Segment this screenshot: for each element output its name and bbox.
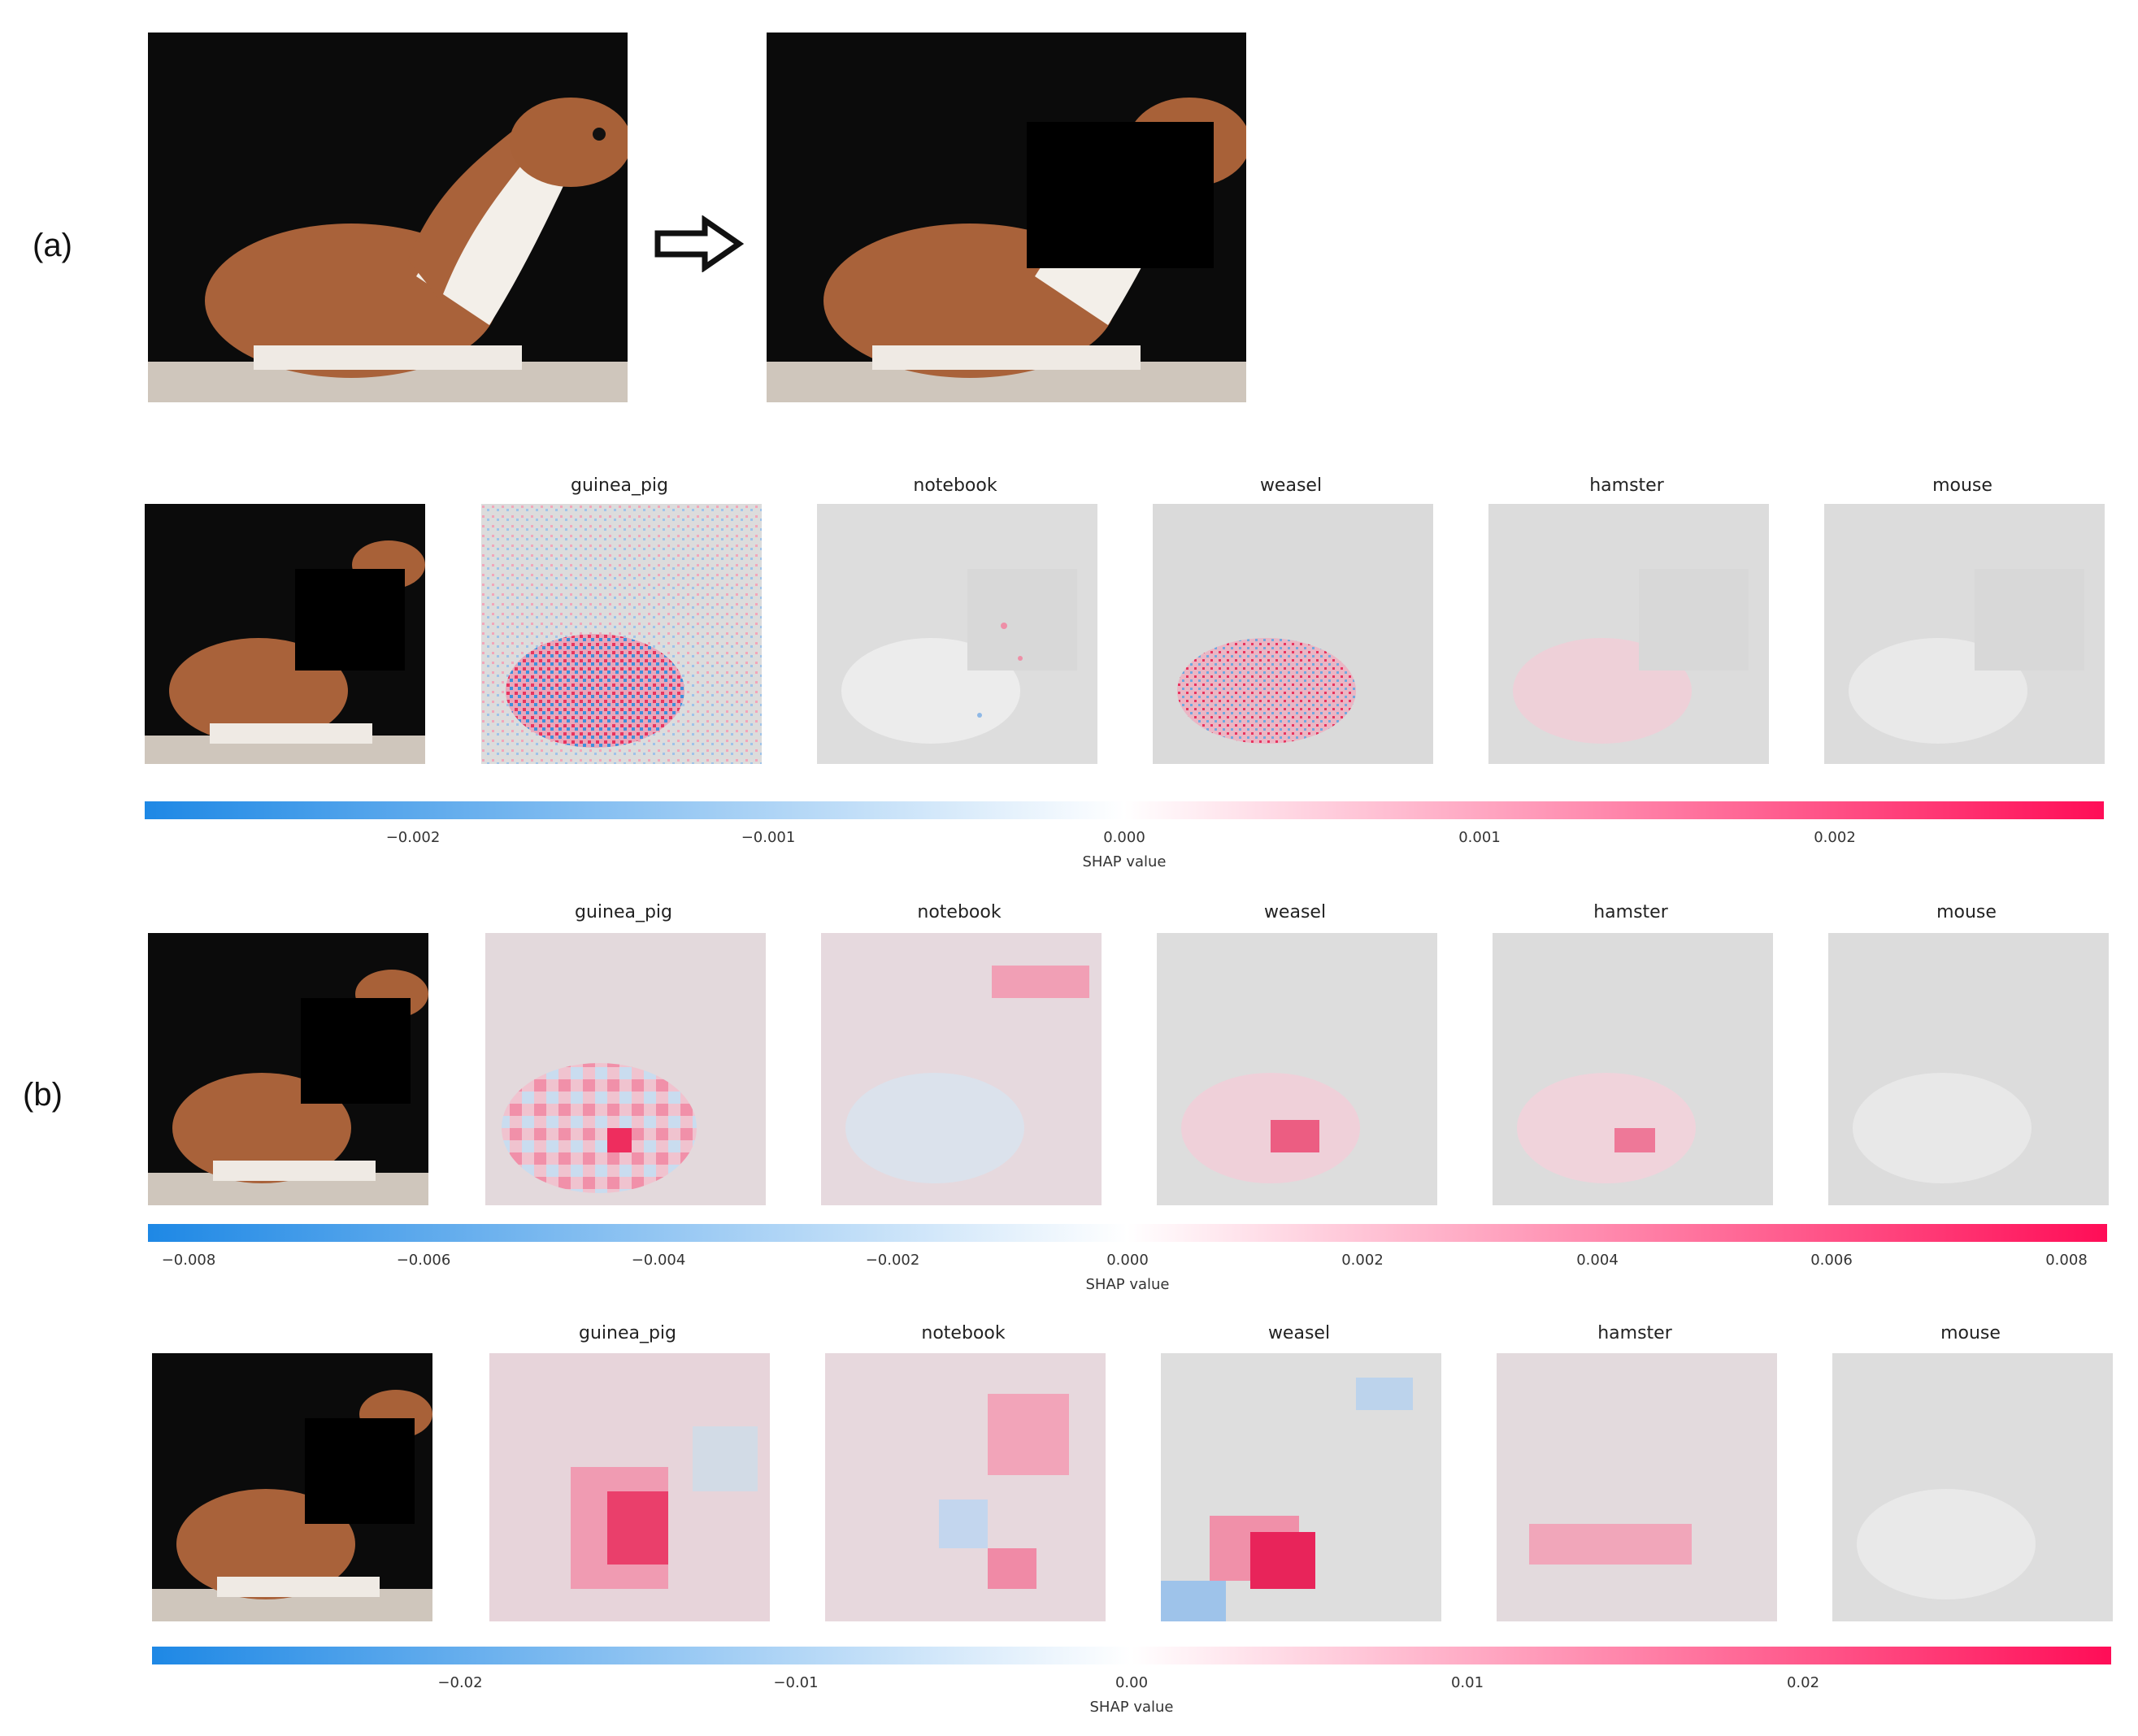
- row-2-tick: 0.004: [1576, 1252, 1619, 1269]
- row-1-title-hamster: hamster: [1589, 475, 1664, 496]
- row-2-tick: −0.002: [865, 1252, 920, 1269]
- row-1-heatmap-hamster: [1488, 504, 1769, 764]
- row-2-title-hamster: hamster: [1593, 902, 1668, 922]
- row-3-heatmap-hamster: [1497, 1353, 1777, 1621]
- row-2-title-guinea-pig: guinea_pig: [574, 902, 673, 922]
- row-1-title-guinea-pig: guinea_pig: [570, 475, 669, 496]
- row-1-tick: −0.001: [741, 829, 796, 846]
- row-2-title-mouse: mouse: [1936, 902, 1997, 922]
- row-1-title-weasel: weasel: [1259, 475, 1323, 496]
- row-3-tick: 0.00: [1115, 1674, 1149, 1691]
- row-2-tick: 0.006: [1810, 1252, 1853, 1269]
- row-2-heatmap-guinea-pig: [485, 933, 766, 1205]
- row-3-title-guinea-pig: guinea_pig: [578, 1323, 677, 1343]
- row-3-title-mouse: mouse: [1940, 1323, 2001, 1343]
- row-1-heatmap-weasel: [1153, 504, 1433, 764]
- row-2-tick: 0.002: [1341, 1252, 1384, 1269]
- part-b-label: (b): [23, 1077, 63, 1113]
- row-3-heatmap-mouse: [1832, 1353, 2113, 1621]
- row-1-tick: 0.001: [1458, 829, 1501, 846]
- row-2-tick: −0.006: [396, 1252, 451, 1269]
- row-1-tick: −0.002: [385, 829, 441, 846]
- row-3-tick: 0.02: [1786, 1674, 1820, 1691]
- row-3-tick: −0.02: [437, 1674, 483, 1691]
- row-2-colorbar: [148, 1224, 2107, 1242]
- row-2-colorbar-label: SHAP value: [1085, 1276, 1170, 1293]
- row-1-heatmap-notebook: [817, 504, 1097, 764]
- row-3-title-weasel: weasel: [1267, 1323, 1331, 1343]
- row-2-title-notebook: notebook: [917, 902, 1002, 922]
- occluded-weasel-image: [767, 33, 1246, 402]
- row-1-heatmap-guinea-pig: [481, 504, 762, 764]
- row-2-title-weasel: weasel: [1263, 902, 1327, 922]
- row-2-heatmap-weasel: [1157, 933, 1437, 1205]
- row-3-tick: 0.01: [1450, 1674, 1484, 1691]
- row-2-heatmap-notebook: [821, 933, 1102, 1205]
- row-1-input-image: [145, 504, 425, 764]
- row-3-heatmap-notebook: [825, 1353, 1106, 1621]
- row-1-tick: 0.002: [1814, 829, 1856, 846]
- row-2-tick: 0.000: [1106, 1252, 1149, 1269]
- row-2-heatmap-mouse: [1828, 933, 2109, 1205]
- right-arrow-icon: [654, 215, 745, 273]
- row-1-colorbar: [145, 801, 2104, 819]
- row-1-tick: 0.000: [1103, 829, 1145, 846]
- row-3-heatmap-weasel: [1161, 1353, 1441, 1621]
- row-1-title-mouse: mouse: [1932, 475, 1992, 496]
- row-1-title-notebook: notebook: [913, 475, 997, 496]
- row-2-tick: −0.004: [631, 1252, 686, 1269]
- row-2-input-image: [148, 933, 428, 1205]
- row-2-tick: 0.008: [2045, 1252, 2088, 1269]
- row-3-colorbar: [152, 1647, 2111, 1664]
- row-3-colorbar-label: SHAP value: [1089, 1699, 1174, 1716]
- row-3-title-notebook: notebook: [921, 1323, 1006, 1343]
- row-3-title-hamster: hamster: [1597, 1323, 1672, 1343]
- row-3-heatmap-guinea-pig: [489, 1353, 770, 1621]
- row-3-input-image: [152, 1353, 432, 1621]
- original-weasel-image: [148, 33, 628, 402]
- row-1-colorbar-label: SHAP value: [1082, 853, 1167, 870]
- part-a-label: (a): [33, 228, 72, 263]
- row-1-heatmap-mouse: [1824, 504, 2105, 764]
- row-3-tick: −0.01: [773, 1674, 819, 1691]
- row-2-tick: −0.008: [161, 1252, 216, 1269]
- row-2-heatmap-hamster: [1493, 933, 1773, 1205]
